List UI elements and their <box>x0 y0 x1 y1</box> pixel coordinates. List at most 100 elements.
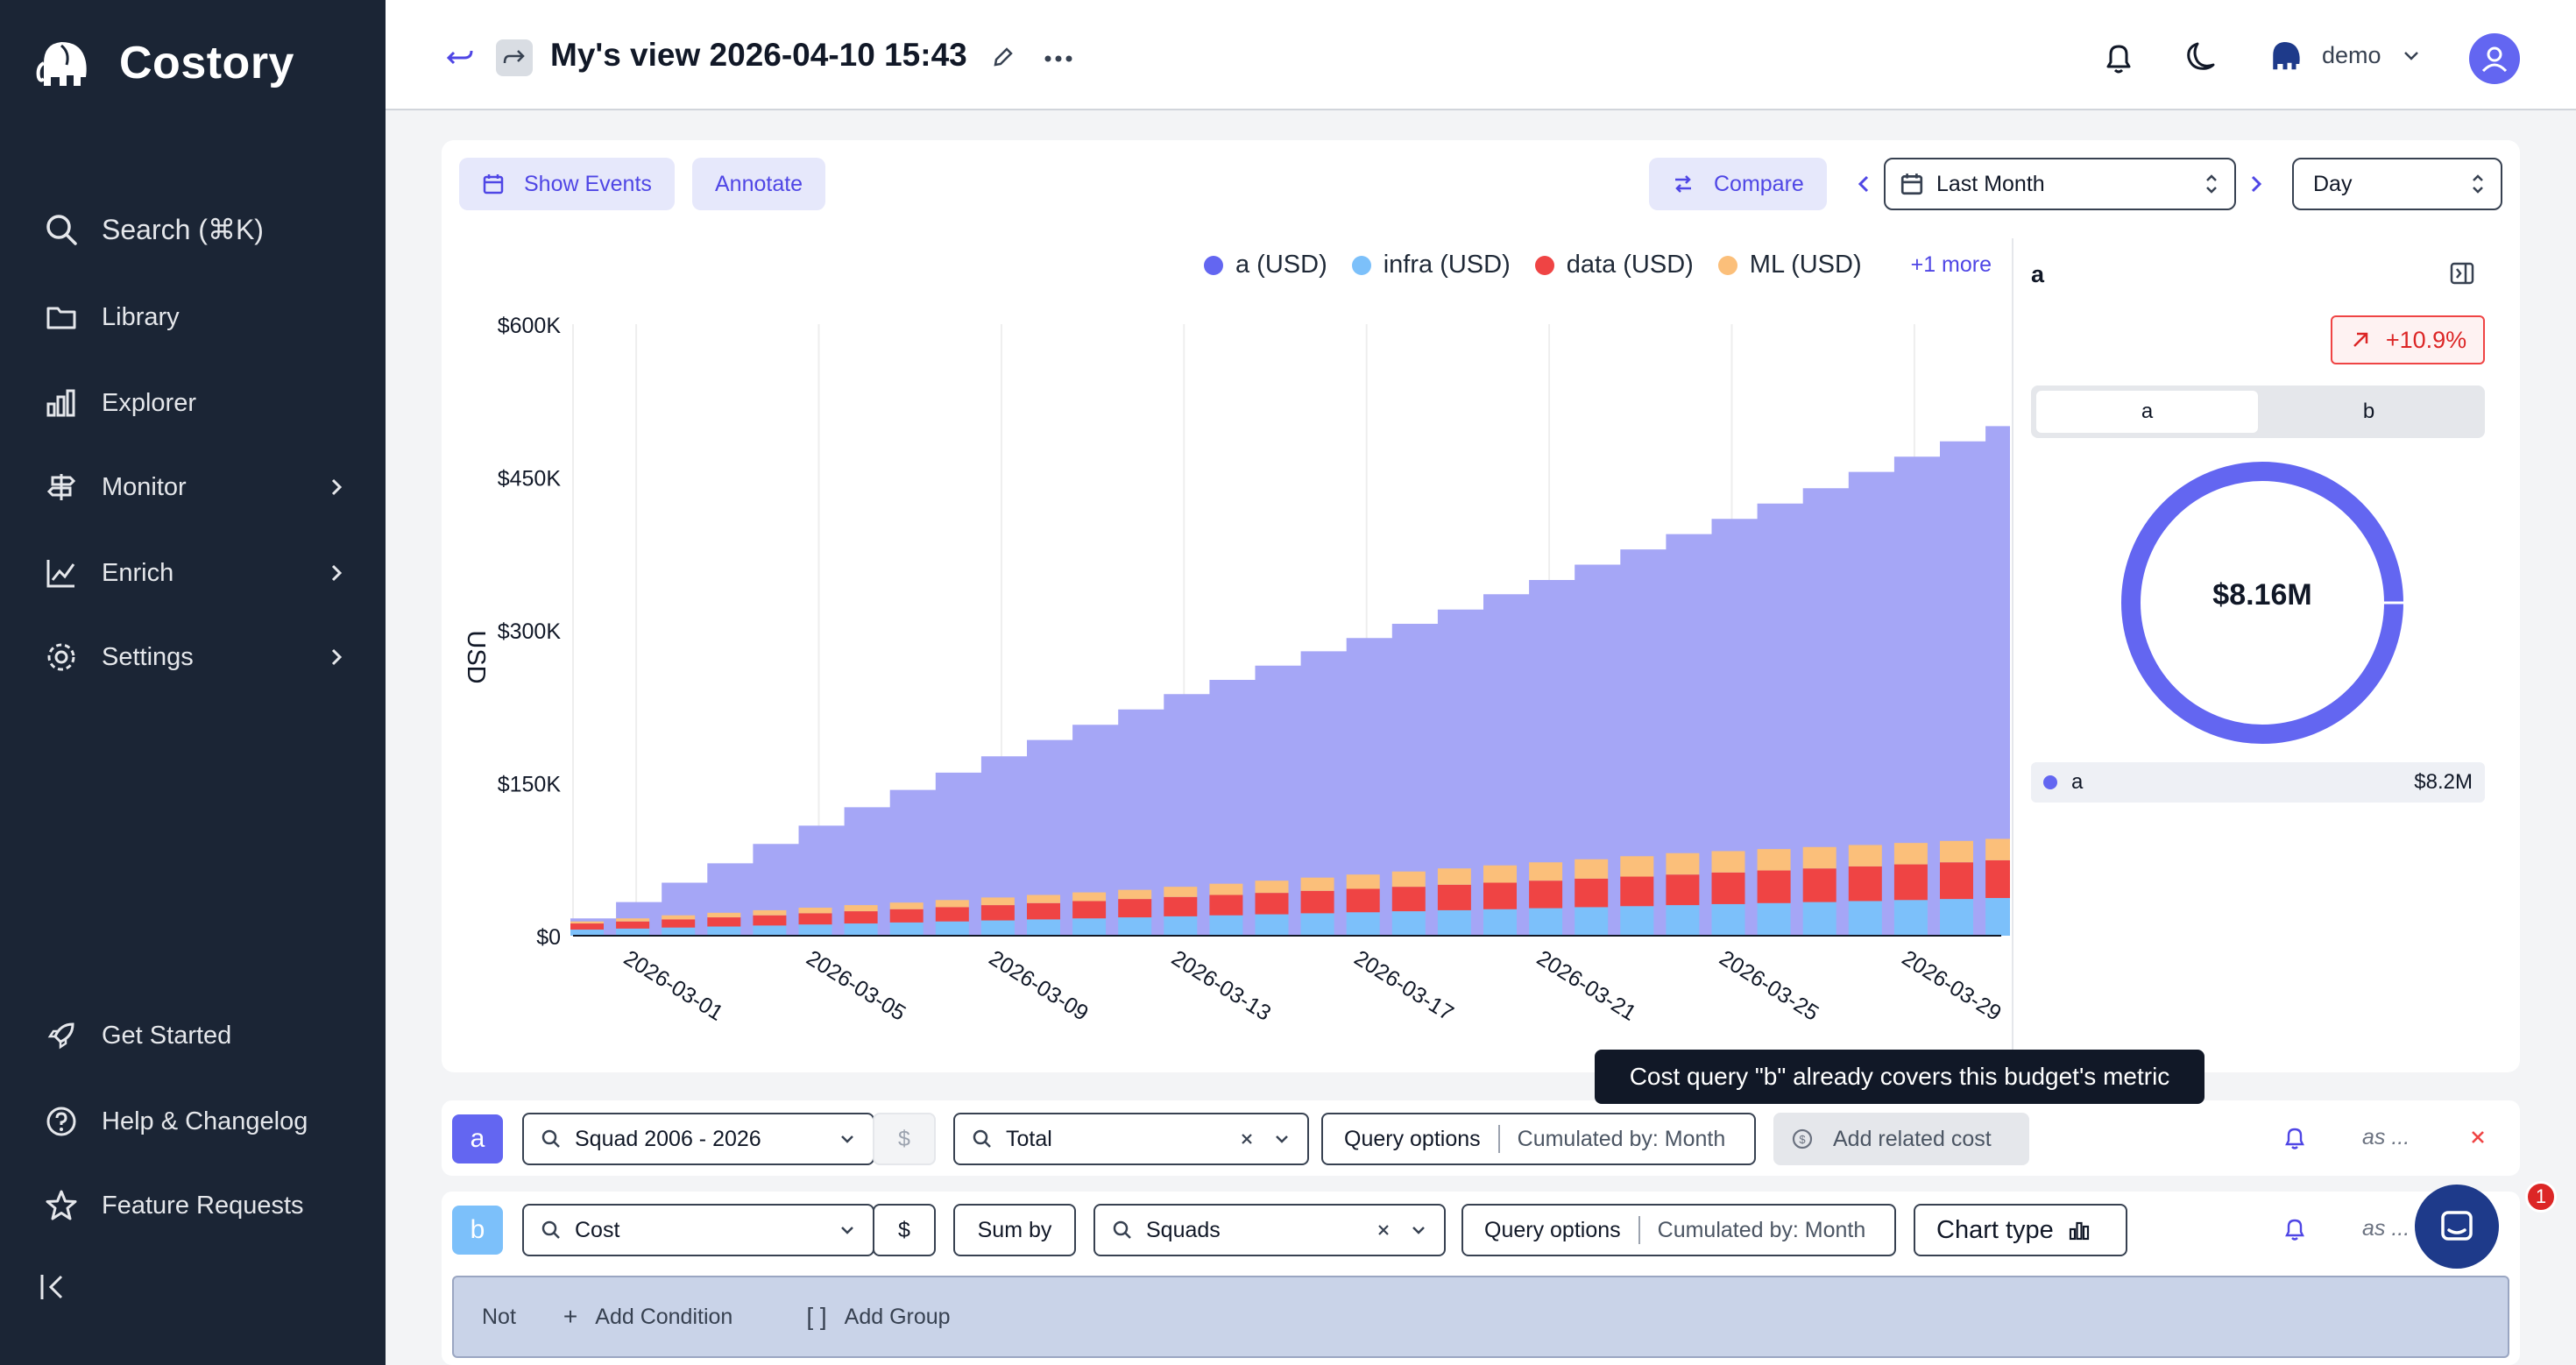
legend-item[interactable]: infra (USD) <box>1351 251 1511 279</box>
compare-label: Compare <box>1714 171 1804 196</box>
bar-segment <box>1118 917 1152 936</box>
y-tick-label: $450K <box>498 467 562 492</box>
sum-by-button[interactable]: Sum by <box>953 1204 1076 1256</box>
add-condition-label: Add Condition <box>595 1304 733 1329</box>
moon-icon[interactable] <box>2180 39 2219 77</box>
compare-button[interactable]: Compare <box>1649 158 1827 210</box>
clear-icon[interactable] <box>1235 1128 1258 1150</box>
updown-chevron-icon <box>2206 174 2217 194</box>
previous-period-icon[interactable] <box>1851 171 1877 197</box>
brand[interactable]: Costory <box>35 37 294 89</box>
annotate-label: Annotate <box>715 171 803 196</box>
bar-segment <box>753 915 787 926</box>
not-toggle[interactable]: Not <box>482 1304 516 1329</box>
bar-segment <box>1893 900 1928 936</box>
sidebar-item-get-started[interactable]: Get Started <box>42 1008 349 1064</box>
bar-segment <box>1848 901 1882 936</box>
collapse-sidebar-icon[interactable] <box>39 1272 68 1302</box>
bar-segment <box>1529 908 1563 936</box>
conditions-panel: Not + Add Condition [ ] Add Group <box>452 1276 2509 1358</box>
sidebar-item-help[interactable]: Help & Changelog <box>42 1093 349 1149</box>
brand-name: Costory <box>119 38 294 88</box>
metric-select[interactable]: Cost <box>522 1204 874 1256</box>
alias-placeholder[interactable]: as ... <box>2362 1125 2410 1149</box>
alias-placeholder[interactable]: as ... <box>2362 1216 2410 1241</box>
bar-segment <box>1848 845 1882 866</box>
sidebar-item-label: Monitor <box>102 472 187 501</box>
bar-segment <box>1255 881 1289 894</box>
panel-tab-a[interactable]: a <box>2036 391 2258 433</box>
period-select[interactable]: Last Month <box>1884 158 2236 210</box>
add-related-cost-button[interactable]: $ Add related cost <box>1773 1113 2029 1165</box>
cumulated-label: Cumulated by: Month <box>1517 1126 1726 1151</box>
query-label-a[interactable]: a <box>452 1114 503 1163</box>
bell-icon[interactable] <box>2099 39 2138 77</box>
trend-icon <box>42 554 81 592</box>
group-by-select[interactable]: Total <box>953 1113 1309 1165</box>
remove-query-icon[interactable] <box>2466 1125 2490 1149</box>
bar-segment <box>980 897 1015 906</box>
metric-select[interactable]: Squad 2006 - 2026 <box>522 1113 874 1165</box>
panel-breakdown-row[interactable]: a $8.2M <box>2031 762 2485 803</box>
bar-segment <box>889 922 924 936</box>
sidebar-item-settings[interactable]: Settings <box>42 629 349 685</box>
next-period-icon[interactable] <box>2243 171 2269 197</box>
x-tick-label: 2026-03-25 <box>1715 945 1822 1026</box>
unit-select[interactable]: $ <box>873 1113 936 1165</box>
bar-segment <box>1300 913 1334 936</box>
collapse-panel-icon[interactable] <box>2448 259 2476 287</box>
bar-chart-icon <box>42 384 81 422</box>
query-label-b[interactable]: b <box>452 1206 503 1255</box>
granularity-select[interactable]: Day <box>2292 158 2502 210</box>
alert-bell-icon[interactable] <box>2282 1125 2308 1151</box>
clear-icon[interactable] <box>1372 1219 1395 1241</box>
elephant-logo-icon <box>36 42 87 86</box>
panel-tab-b[interactable]: b <box>2362 400 2375 423</box>
legend-item[interactable]: a (USD) <box>1204 251 1327 279</box>
query-options-button[interactable]: Query options Cumulated by: Month <box>1321 1113 1756 1165</box>
sidebar-item-explorer[interactable]: Explorer <box>42 375 349 431</box>
more-options-icon[interactable] <box>1041 46 1076 72</box>
show-events-button[interactable]: Show Events <box>459 158 675 210</box>
chevron-right-icon <box>331 564 343 582</box>
annotate-button[interactable]: Annotate <box>692 158 826 210</box>
help-circle-icon <box>42 1102 81 1141</box>
avatar[interactable] <box>2469 33 2520 84</box>
alert-bell-icon[interactable] <box>2282 1216 2308 1242</box>
query-row-a: a Squad 2006 - 2026 $ Total Query option… <box>442 1100 2520 1176</box>
pencil-icon[interactable] <box>990 46 1015 70</box>
sidebar-item-enrich[interactable]: Enrich <box>42 545 349 601</box>
bar-segment <box>616 918 650 922</box>
group-by-select[interactable]: Squads <box>1093 1204 1446 1256</box>
bar-segment <box>570 923 604 930</box>
query-options-button[interactable]: Query options Cumulated by: Month <box>1461 1204 1896 1256</box>
x-tick-label: 2026-03-21 <box>1532 945 1640 1026</box>
bar-segment <box>707 917 741 927</box>
legend-swatch <box>1534 255 1554 275</box>
legend-more-link[interactable]: +1 more <box>1910 252 1992 277</box>
plus-icon: + <box>563 1303 578 1330</box>
legend-item[interactable]: data (USD) <box>1534 251 1694 279</box>
bar-segment <box>1985 838 2010 860</box>
search-icon <box>541 1129 560 1148</box>
legend-item[interactable]: ML (USD) <box>1717 251 1862 279</box>
bar-segment <box>1209 895 1243 916</box>
bar-segment <box>1209 883 1243 895</box>
sidebar-search[interactable]: Search (⌘K) <box>42 202 349 258</box>
bar-segment <box>844 905 878 912</box>
panel-divider <box>2012 238 2013 1062</box>
org-switcher[interactable]: demo <box>2268 39 2422 72</box>
bar-segment <box>1391 871 1426 888</box>
chat-button[interactable] <box>2415 1185 2499 1269</box>
undo-icon[interactable] <box>445 42 475 72</box>
sidebar-item-feature-requests[interactable]: Feature Requests <box>42 1178 349 1234</box>
unit-select[interactable]: $ <box>873 1204 936 1256</box>
sidebar-item-monitor[interactable]: Monitor <box>42 459 349 515</box>
add-group-button[interactable]: [ ] Add Group <box>806 1303 950 1331</box>
calendar-icon <box>1900 173 1923 195</box>
gear-icon <box>42 638 81 676</box>
redo-button[interactable] <box>496 39 533 76</box>
sidebar-item-library[interactable]: Library <box>42 289 349 345</box>
add-condition-button[interactable]: + Add Condition <box>563 1303 732 1331</box>
chart-type-button[interactable]: Chart type <box>1914 1204 2127 1256</box>
